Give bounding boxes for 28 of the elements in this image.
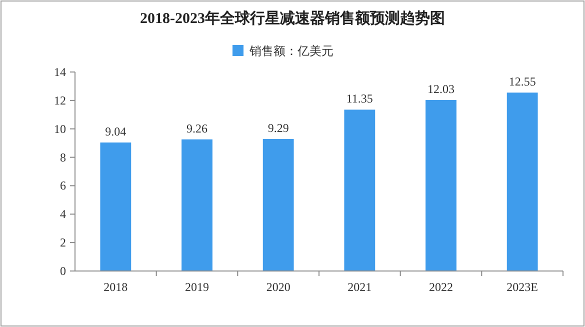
- bar: [182, 139, 212, 271]
- data-label: 9.04: [105, 124, 126, 139]
- bar: [506, 92, 538, 271]
- chart-title: 2018-2023年全球行星减速器销售额预测趋势图: [140, 9, 445, 27]
- bar: [344, 110, 376, 271]
- bar: [426, 100, 456, 271]
- x-tick-label: 2022: [429, 280, 453, 294]
- legend-label: 销售额：亿美元: [248, 44, 334, 58]
- x-tick-label: 2021: [348, 280, 372, 294]
- bar: [262, 138, 294, 271]
- x-tick-label: 2023E: [506, 280, 538, 294]
- x-tick-label: 2019: [185, 280, 209, 294]
- data-label: 9.29: [268, 120, 289, 135]
- y-tick-label: 10: [54, 122, 66, 136]
- bar: [100, 142, 132, 271]
- y-tick-label: 14: [54, 65, 66, 79]
- data-label: 12.55: [508, 74, 536, 89]
- data-label: 12.03: [428, 82, 454, 96]
- x-tick-label: 2018: [104, 280, 128, 294]
- data-label: 9.26: [186, 121, 208, 136]
- y-tick-label: 6: [60, 178, 66, 193]
- y-tick-label: 2: [60, 236, 66, 250]
- y-tick-label: 8: [60, 150, 66, 164]
- y-tick-label: 4: [60, 207, 66, 222]
- y-tick-label: 12: [54, 93, 66, 108]
- x-tick-label: 2020: [266, 280, 290, 294]
- y-tick-label: 0: [60, 264, 66, 278]
- data-label: 11.35: [346, 92, 373, 106]
